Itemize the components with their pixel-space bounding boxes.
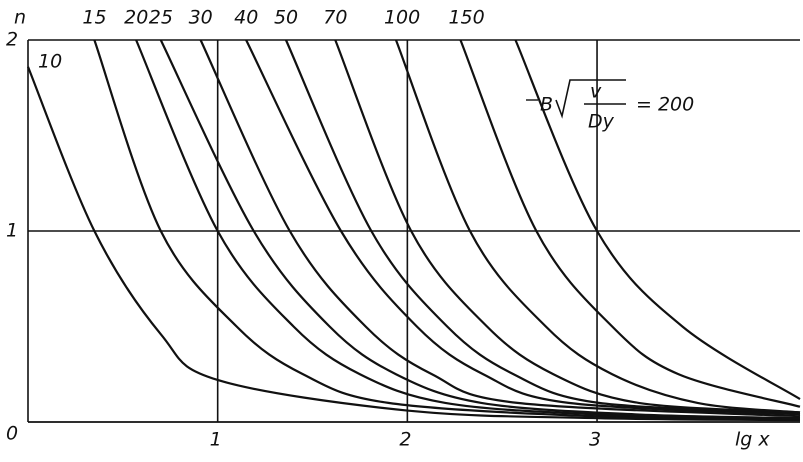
x-tick-label: 2 — [399, 429, 411, 451]
curve-label: 70 — [323, 7, 347, 29]
annotation-denominator: Dy — [588, 111, 615, 133]
x-tick-label: 1 — [210, 429, 222, 451]
x-tick-label: 3 — [589, 429, 601, 451]
curve — [459, 39, 801, 408]
curve-label: = 200 — [636, 94, 694, 116]
curve — [135, 39, 801, 420]
y-tick-label: 1 — [6, 220, 18, 242]
curve — [26, 66, 801, 422]
x-axis-label: lg x — [735, 429, 770, 451]
curve-label: 20 — [124, 7, 148, 29]
radical — [555, 79, 626, 119]
y-tick-label: 0 — [6, 423, 18, 445]
curve-label: 15 — [82, 7, 106, 29]
curve-label: 40 — [234, 7, 258, 29]
curve-label: 30 — [189, 7, 213, 29]
curve — [334, 39, 801, 414]
curve-label: 100 — [384, 7, 420, 29]
curve-label: 10 — [38, 51, 62, 73]
curve — [394, 39, 801, 414]
curve — [159, 39, 801, 420]
curve — [93, 39, 801, 420]
curve — [284, 39, 801, 414]
y-tick-label: 2 — [6, 29, 18, 51]
curve — [245, 39, 801, 416]
annotation-numerator: v — [590, 81, 602, 103]
curve — [514, 39, 801, 401]
y-axis-label: n — [14, 7, 26, 29]
curve-label: 150 — [448, 7, 484, 29]
curve-label: 50 — [274, 7, 298, 29]
curve — [199, 39, 801, 418]
curve-label: 25 — [149, 7, 173, 29]
